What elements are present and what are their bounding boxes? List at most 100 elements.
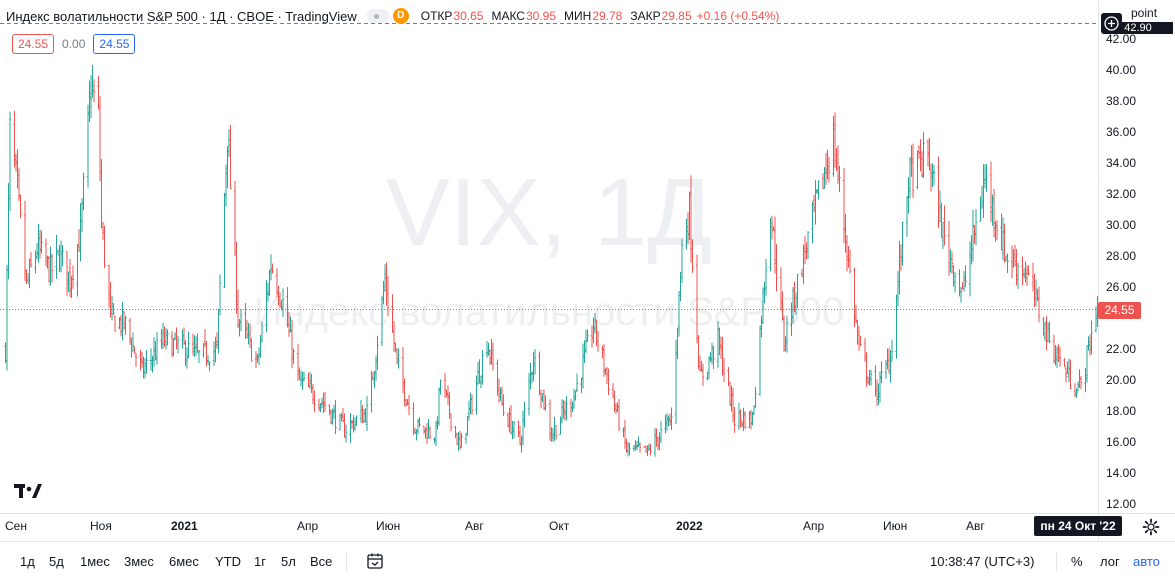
ohlc-bar xyxy=(1024,261,1027,283)
ohlc-bar xyxy=(268,269,271,296)
percent-scale-toggle[interactable]: % xyxy=(1071,554,1083,569)
ohlc-bar xyxy=(601,345,604,359)
tradingview-logo-icon[interactable] xyxy=(14,481,44,503)
ohlc-bar xyxy=(763,281,766,304)
ohlc-bar xyxy=(779,267,783,311)
range-button-1[interactable]: 1д xyxy=(20,554,35,569)
ohlc-bar xyxy=(418,417,421,428)
indicator-row[interactable]: 24.55 0.00 24.55 xyxy=(12,34,136,54)
ohlc-bar xyxy=(364,408,367,423)
ohlc-bar xyxy=(701,363,705,387)
ohlc-bar xyxy=(638,442,642,453)
ohlc-bar xyxy=(656,436,660,451)
ohlc-bar xyxy=(878,371,882,403)
ohlc-bar xyxy=(1021,256,1024,286)
ohlc-bar xyxy=(1048,321,1051,344)
open-value: 30.65 xyxy=(453,9,484,23)
ohlc-bar xyxy=(226,146,229,189)
ohlc-bar xyxy=(439,379,442,395)
ohlc-bar xyxy=(92,79,96,103)
time-tick-label: Авг xyxy=(966,519,985,533)
ohlc-bar xyxy=(155,331,159,365)
ohlc-bar xyxy=(533,349,537,375)
ohlc-bar xyxy=(607,368,610,396)
ohlc-bar xyxy=(880,361,883,384)
ohlc-bar xyxy=(931,163,934,188)
ohlc-bar xyxy=(131,332,135,352)
ohlc-bar xyxy=(29,252,33,268)
indicator-right-value[interactable]: 24.55 xyxy=(93,34,136,54)
ohlc-bar xyxy=(875,379,879,407)
ohlc-bar xyxy=(844,213,847,253)
ohlc-bar xyxy=(647,443,651,452)
ohlc-bar xyxy=(668,413,672,426)
close-label: ЗАКР xyxy=(630,9,661,23)
legend: Индекс волатильности S&P 500 · 1Д · CBOE… xyxy=(6,8,779,24)
ohlc-bar xyxy=(791,286,795,324)
ohlc-bar xyxy=(1084,368,1087,393)
price-chart[interactable] xyxy=(0,0,1098,513)
ohlc-bar xyxy=(380,295,384,346)
range-button-3[interactable]: 1мес xyxy=(80,554,110,569)
ohlc-bar xyxy=(929,163,933,192)
legend-title[interactable]: Индекс волатильности S&P 500 · 1Д · CBOE… xyxy=(6,8,357,24)
ohlc-bar xyxy=(103,225,106,269)
range-button-2[interactable]: 5д xyxy=(49,554,64,569)
settings-gear-icon[interactable] xyxy=(1142,518,1160,536)
ohlc-bar xyxy=(100,159,103,229)
dividend-badge[interactable]: D xyxy=(392,8,409,24)
ohlc-bar xyxy=(896,270,900,307)
chart-area[interactable]: VIX, 1Д Индекс волатильности S&P 500 xyxy=(0,0,1098,513)
ohlc-bar xyxy=(109,281,112,318)
ohlc-bar xyxy=(67,271,70,292)
clock-timezone[interactable]: 10:38:47 (UTC+3) xyxy=(930,554,1035,569)
ohlc-bar xyxy=(374,355,378,381)
time-tick-label: Ноя xyxy=(90,519,112,533)
ohlc-bar xyxy=(932,165,936,186)
go-to-date-calendar-icon[interactable] xyxy=(366,552,384,570)
ohlc-bar xyxy=(970,235,973,265)
price-tick-label: 40.00 xyxy=(1106,63,1137,77)
ohlc-bar xyxy=(65,250,69,296)
ohlc-bar xyxy=(394,342,397,353)
ohlc-bar xyxy=(404,399,408,407)
ohlc-bar xyxy=(496,359,499,396)
ohlc-bar xyxy=(911,143,915,198)
ohlc-bar xyxy=(548,399,552,441)
indicator-left-value[interactable]: 24.55 xyxy=(12,34,55,54)
price-axis[interactable]: 42.00 40.00 38.00 36.00 34.00 32.00 30.00 28.00… xyxy=(1098,0,1175,513)
ohlc-bar xyxy=(443,372,447,398)
log-scale-toggle[interactable]: лог xyxy=(1100,554,1120,569)
ohlc-bar xyxy=(478,359,481,384)
range-button-4[interactable]: 3мес xyxy=(124,554,154,569)
time-tick-label: Апр xyxy=(803,519,825,533)
range-button-6[interactable]: YTD xyxy=(215,554,241,569)
ohlc-bar xyxy=(863,338,867,362)
ohlc-bar xyxy=(947,220,951,276)
ohlc-bar xyxy=(950,251,954,274)
ohlc-bar xyxy=(602,344,606,377)
time-axis-border xyxy=(0,513,1175,514)
range-button-7[interactable]: 1г xyxy=(254,554,266,569)
price-tick-label: 42.00 xyxy=(1106,32,1137,46)
ohlc-bar xyxy=(985,163,988,193)
ohlc-bar xyxy=(943,205,946,246)
ohlc-bar xyxy=(260,321,264,343)
range-button-5[interactable]: 6мес xyxy=(169,554,199,569)
add-plus-icon[interactable] xyxy=(1101,13,1122,34)
toolbar-separator xyxy=(1056,553,1057,571)
ohlc-bar xyxy=(166,329,169,346)
ohlc-bar xyxy=(97,75,100,109)
ohlc-bar xyxy=(455,432,459,446)
legend-toggle-icon[interactable] xyxy=(366,9,389,23)
auto-scale-toggle[interactable]: авто xyxy=(1133,554,1160,569)
time-axis[interactable]: Сен Ноя 2021 Апр Июн Авг Окт 2022 Апр Июн Авг xyxy=(0,513,1098,541)
range-button-9[interactable]: Все xyxy=(310,554,333,569)
ohlc-bar xyxy=(613,390,616,413)
ohlc-bar xyxy=(835,147,838,171)
ohlc-bar xyxy=(296,343,300,381)
ohlc-bar xyxy=(173,332,177,341)
open-label: ОТКР xyxy=(420,9,453,23)
range-button-8[interactable]: 5л xyxy=(281,554,296,569)
ohlc-bar xyxy=(344,424,348,443)
